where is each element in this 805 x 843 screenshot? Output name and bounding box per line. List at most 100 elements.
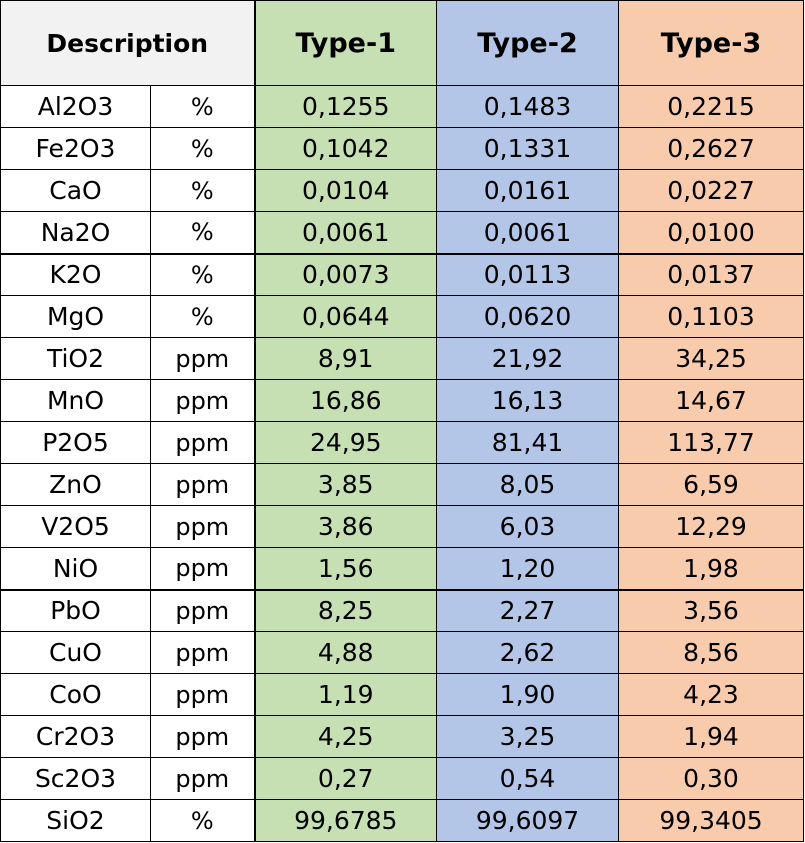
row-unit: ppm [149,631,256,674]
row-type-2-value: 0,0061 [436,211,620,255]
row-description: MnO [0,379,151,422]
header-type-2: Type-2 [436,0,620,86]
row-unit: ppm [149,673,256,716]
row-unit: ppm [149,337,256,380]
row-unit: ppm [149,757,256,800]
row-unit: % [149,253,256,296]
row-type-1-value: 4,88 [253,631,438,674]
row-type-3-value: 0,2215 [618,85,805,128]
row-type-3-value: 0,2627 [618,127,805,170]
table-row: ZnO ppm 3,85 8,05 6,59 [0,463,805,506]
row-description: PbO [0,589,151,632]
row-description: Cr2O3 [0,715,151,758]
row-type-2-value: 16,13 [436,379,620,422]
row-type-3-value: 14,67 [618,379,805,422]
table-row: CoO ppm 1,19 1,90 4,23 [0,673,805,716]
row-description: K2O [0,253,151,296]
row-unit: ppm [149,589,256,632]
table-row: Sc2O3 ppm 0,27 0,54 0,30 [0,757,805,800]
row-type-2-value: 1,20 [436,547,620,591]
table-row: P2O5 ppm 24,95 81,41 113,77 [0,421,805,464]
row-description: CuO [0,631,151,674]
row-type-1-value: 8,25 [253,589,438,632]
row-type-1-value: 1,19 [253,673,438,716]
row-type-2-value: 8,05 [436,463,620,506]
row-type-3-value: 8,56 [618,631,805,674]
row-type-2-value: 0,54 [436,757,620,800]
row-description: SiO2 [0,799,151,842]
table-row: TiO2 ppm 8,91 21,92 34,25 [0,337,805,380]
row-unit: % [149,85,256,128]
row-unit: ppm [149,547,256,591]
row-type-1-value: 3,85 [253,463,438,506]
row-type-1-value: 8,91 [253,337,438,380]
row-unit: ppm [149,505,256,548]
row-type-3-value: 1,98 [618,547,805,591]
row-description: Sc2O3 [0,757,151,800]
row-description: TiO2 [0,337,151,380]
row-type-3-value: 34,25 [618,337,805,380]
row-type-2-value: 0,0620 [436,295,620,338]
row-description: ZnO [0,463,151,506]
row-description: P2O5 [0,421,151,464]
row-type-1-value: 24,95 [253,421,438,464]
row-type-3-value: 0,30 [618,757,805,800]
row-description: Na2O [0,211,151,255]
row-type-1-value: 0,0644 [253,295,438,338]
row-type-2-value: 0,0113 [436,253,620,296]
row-type-2-value: 2,62 [436,631,620,674]
row-unit: % [149,127,256,170]
table-body: Al2O3% 0,1255 0,1483 0,2215 Fe2O3% 0,1042 0,13… [0,85,805,842]
row-description: CoO [0,673,151,716]
row-type-2-value: 99,6097 [436,799,620,842]
row-type-3-value: 12,29 [618,505,805,548]
row-unit: ppm [149,463,256,506]
table-row: SiO2% 99,6785 99,6097 99,3405 [0,799,805,842]
row-type-2-value: 6,03 [436,505,620,548]
row-type-3-value: 1,94 [618,715,805,758]
header-type-3: Type-3 [618,0,805,86]
row-type-3-value: 0,0100 [618,211,805,255]
row-type-1-value: 0,1042 [253,127,438,170]
row-description: V2O5 [0,505,151,548]
row-type-2-value: 21,92 [436,337,620,380]
header-type-1: Type-1 [253,0,438,86]
row-unit: % [149,211,256,255]
table-row: Cr2O3 ppm 4,25 3,25 1,94 [0,715,805,758]
row-type-2-value: 0,1331 [436,127,620,170]
row-unit: % [149,799,256,842]
table-row: NiO ppm 1,56 1,20 1,98 [0,547,805,591]
row-type-3-value: 4,23 [618,673,805,716]
header-row: Description Type-1 Type-2 Type-3 [0,0,805,86]
row-type-1-value: 0,27 [253,757,438,800]
table-row: Al2O3% 0,1255 0,1483 0,2215 [0,85,805,128]
row-type-3-value: 113,77 [618,421,805,464]
row-type-3-value: 99,3405 [618,799,805,842]
row-description: MgO [0,295,151,338]
table-row: K2O% 0,0073 0,0113 0,0137 [0,253,805,296]
table-row: MgO% 0,0644 0,0620 0,1103 [0,295,805,338]
row-type-3-value: 0,0227 [618,169,805,212]
header-description: Description [0,0,256,86]
row-type-3-value: 3,56 [618,589,805,632]
row-type-2-value: 1,90 [436,673,620,716]
row-unit: % [149,295,256,338]
row-type-2-value: 0,1483 [436,85,620,128]
row-type-2-value: 2,27 [436,589,620,632]
row-type-3-value: 0,0137 [618,253,805,296]
row-unit: ppm [149,715,256,758]
row-description: CaO [0,169,151,212]
row-description: Al2O3 [0,85,151,128]
table-row: CuO ppm 4,88 2,62 8,56 [0,631,805,674]
table-row: Fe2O3% 0,1042 0,1331 0,2627 [0,127,805,170]
row-type-1-value: 99,6785 [253,799,438,842]
row-type-1-value: 0,0061 [253,211,438,255]
row-type-1-value: 3,86 [253,505,438,548]
table-row: MnO ppm 16,86 16,13 14,67 [0,379,805,422]
table-row: Na2O% 0,0061 0,0061 0,0100 [0,211,805,255]
row-type-2-value: 0,0161 [436,169,620,212]
table-row: CaO% 0,0104 0,0161 0,0227 [0,169,805,212]
row-unit: % [149,169,256,212]
row-type-1-value: 0,0104 [253,169,438,212]
